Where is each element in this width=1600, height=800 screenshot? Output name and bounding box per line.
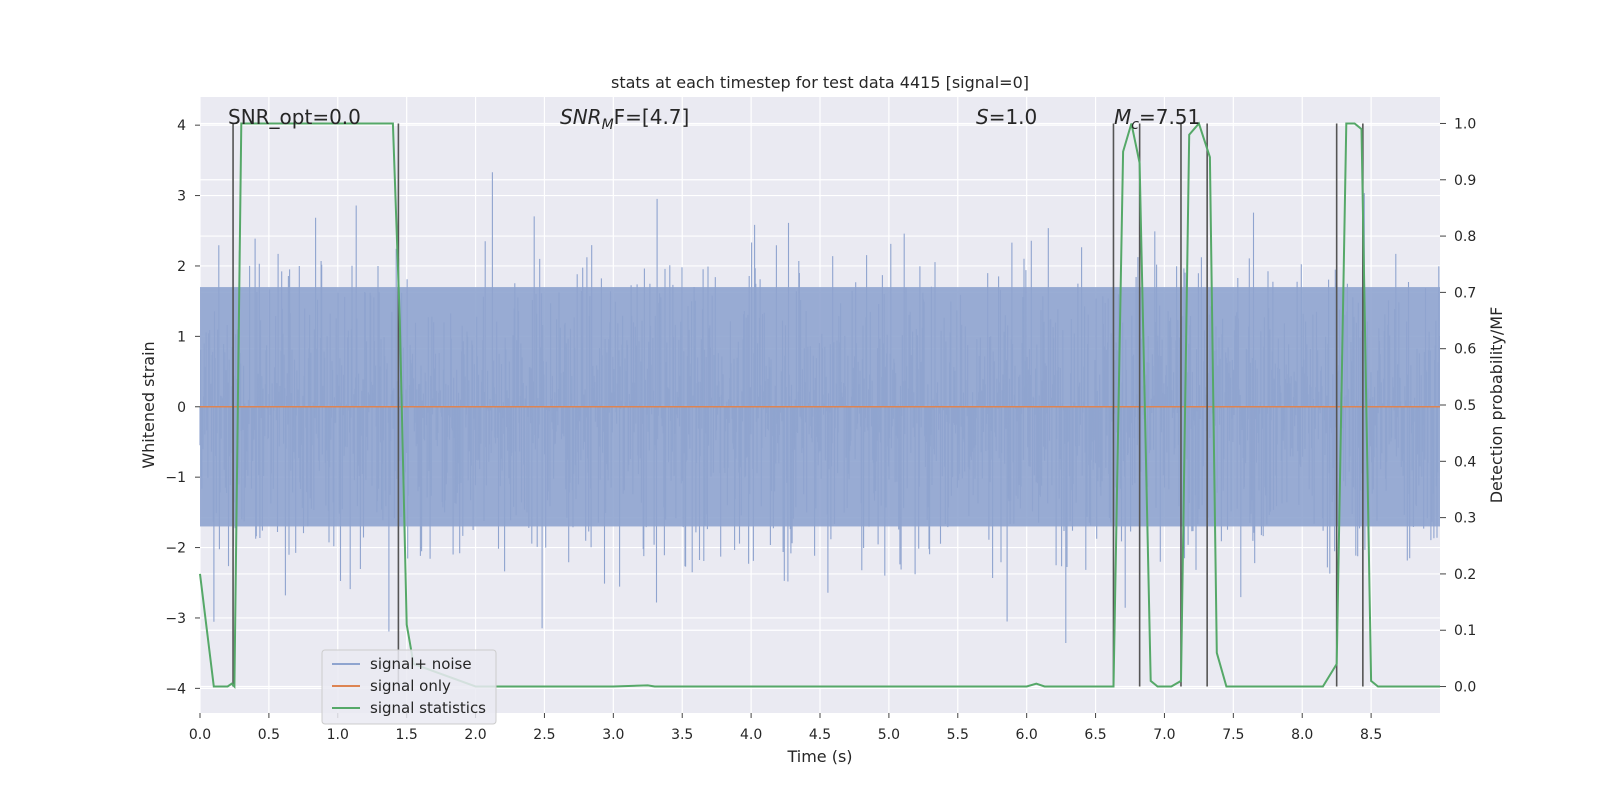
- y-axis-label: Whitened strain: [139, 341, 158, 468]
- snr-mf-tail: F=[4.7]: [614, 105, 690, 129]
- x-tick-label: 7.5: [1222, 727, 1244, 743]
- y2-tick-label: 0.6: [1454, 342, 1476, 358]
- x-tick-label: 4.0: [740, 727, 762, 743]
- y2-tick-label: 0.2: [1454, 567, 1476, 583]
- annotation-snr-opt: SNR_opt=0.0: [228, 105, 361, 129]
- y2-tick-label: 0.8: [1454, 229, 1476, 245]
- legend-label-stats: signal statistics: [370, 699, 486, 717]
- x-tick-label: 5.5: [947, 727, 969, 743]
- y2-axis-label: Detection probability/MF: [1487, 307, 1506, 504]
- annotation-s: S=1.0: [976, 105, 1037, 129]
- y2-tick-label: 0.3: [1454, 511, 1476, 527]
- mc-sub: c: [1131, 117, 1139, 133]
- s-tail: =1.0: [989, 105, 1038, 129]
- x-tick-label: 3.5: [671, 727, 693, 743]
- y2-tick-label: 0.5: [1454, 398, 1476, 414]
- y-tick-label: −1: [165, 470, 186, 486]
- chart-title: stats at each timestep for test data 441…: [611, 73, 1029, 92]
- x-axis-label: Time (s): [786, 747, 852, 766]
- y-tick-label: −4: [165, 681, 186, 697]
- x-tick-label: 1.0: [327, 727, 349, 743]
- x-tick-label: 2.0: [464, 727, 486, 743]
- y2-tick-label: 0.0: [1454, 680, 1476, 696]
- annotation-snr-mf: SNRMF=[4.7]: [560, 105, 689, 133]
- x-tick-label: 8.5: [1360, 727, 1382, 743]
- snr-mf-sub: M: [602, 117, 614, 133]
- y2-tick-label: 0.9: [1454, 173, 1476, 189]
- x-tick-label: 0.5: [258, 727, 280, 743]
- x-tick-label: 0.0: [189, 727, 211, 743]
- legend-box: [321, 649, 497, 725]
- y-tick-label: 1: [177, 329, 186, 345]
- y-tick-label: 0: [177, 400, 186, 416]
- s-main: S: [976, 105, 989, 129]
- signal-statistics-line: [199, 121, 1440, 689]
- x-tick-label: 8.0: [1291, 727, 1313, 743]
- x-tick-label: 5.0: [878, 727, 900, 743]
- y-tick-label: −2: [165, 541, 186, 557]
- x-tick-label: 2.5: [533, 727, 555, 743]
- x-tick-label: 7.0: [1153, 727, 1175, 743]
- y-tick-label: 3: [177, 189, 186, 205]
- y-tick-labels: 4 3 2 1 0 −1 −2 −3 −4: [165, 118, 200, 697]
- legend-label-signal: signal only: [370, 677, 451, 695]
- y2-tick-labels: 1.0 0.9 0.8 0.7 0.6 0.5 0.4 0.3 0.2 0.1 0.0: [1440, 116, 1476, 696]
- x-tick-label: 4.5: [809, 727, 831, 743]
- y2-tick-label: 0.4: [1454, 454, 1476, 470]
- x-tick-label: 6.5: [1084, 727, 1106, 743]
- mc-main: M: [1114, 105, 1131, 129]
- y2-tick-label: 0.7: [1454, 285, 1476, 301]
- legend: signal+ noise signal only signal statist…: [321, 649, 497, 725]
- snr-mf-main: SNR: [560, 105, 602, 129]
- y-tick-label: 2: [177, 259, 186, 275]
- y2-tick-label: 0.1: [1454, 623, 1476, 639]
- y2-tick-label: 1.0: [1454, 116, 1476, 132]
- y-tick-label: 4: [177, 118, 186, 134]
- x-tick-label: 1.5: [396, 727, 418, 743]
- y-tick-label: −3: [165, 611, 186, 627]
- legend-label-noise: signal+ noise: [370, 655, 472, 673]
- x-tick-label: 3.0: [602, 727, 624, 743]
- x-tick-label: 6.0: [1016, 727, 1038, 743]
- annotation-mc: Mc=7.51: [1114, 105, 1200, 133]
- mc-tail: =7.51: [1139, 105, 1200, 129]
- x-tick-labels: 0.0 0.5 1.0 1.5 2.0 2.5 3.0 3.5 4.0 4.5 5.0 5.5 6.0 6…: [189, 713, 1382, 743]
- vertical-markers: [232, 123, 1364, 687]
- noise-trace: [199, 172, 1440, 643]
